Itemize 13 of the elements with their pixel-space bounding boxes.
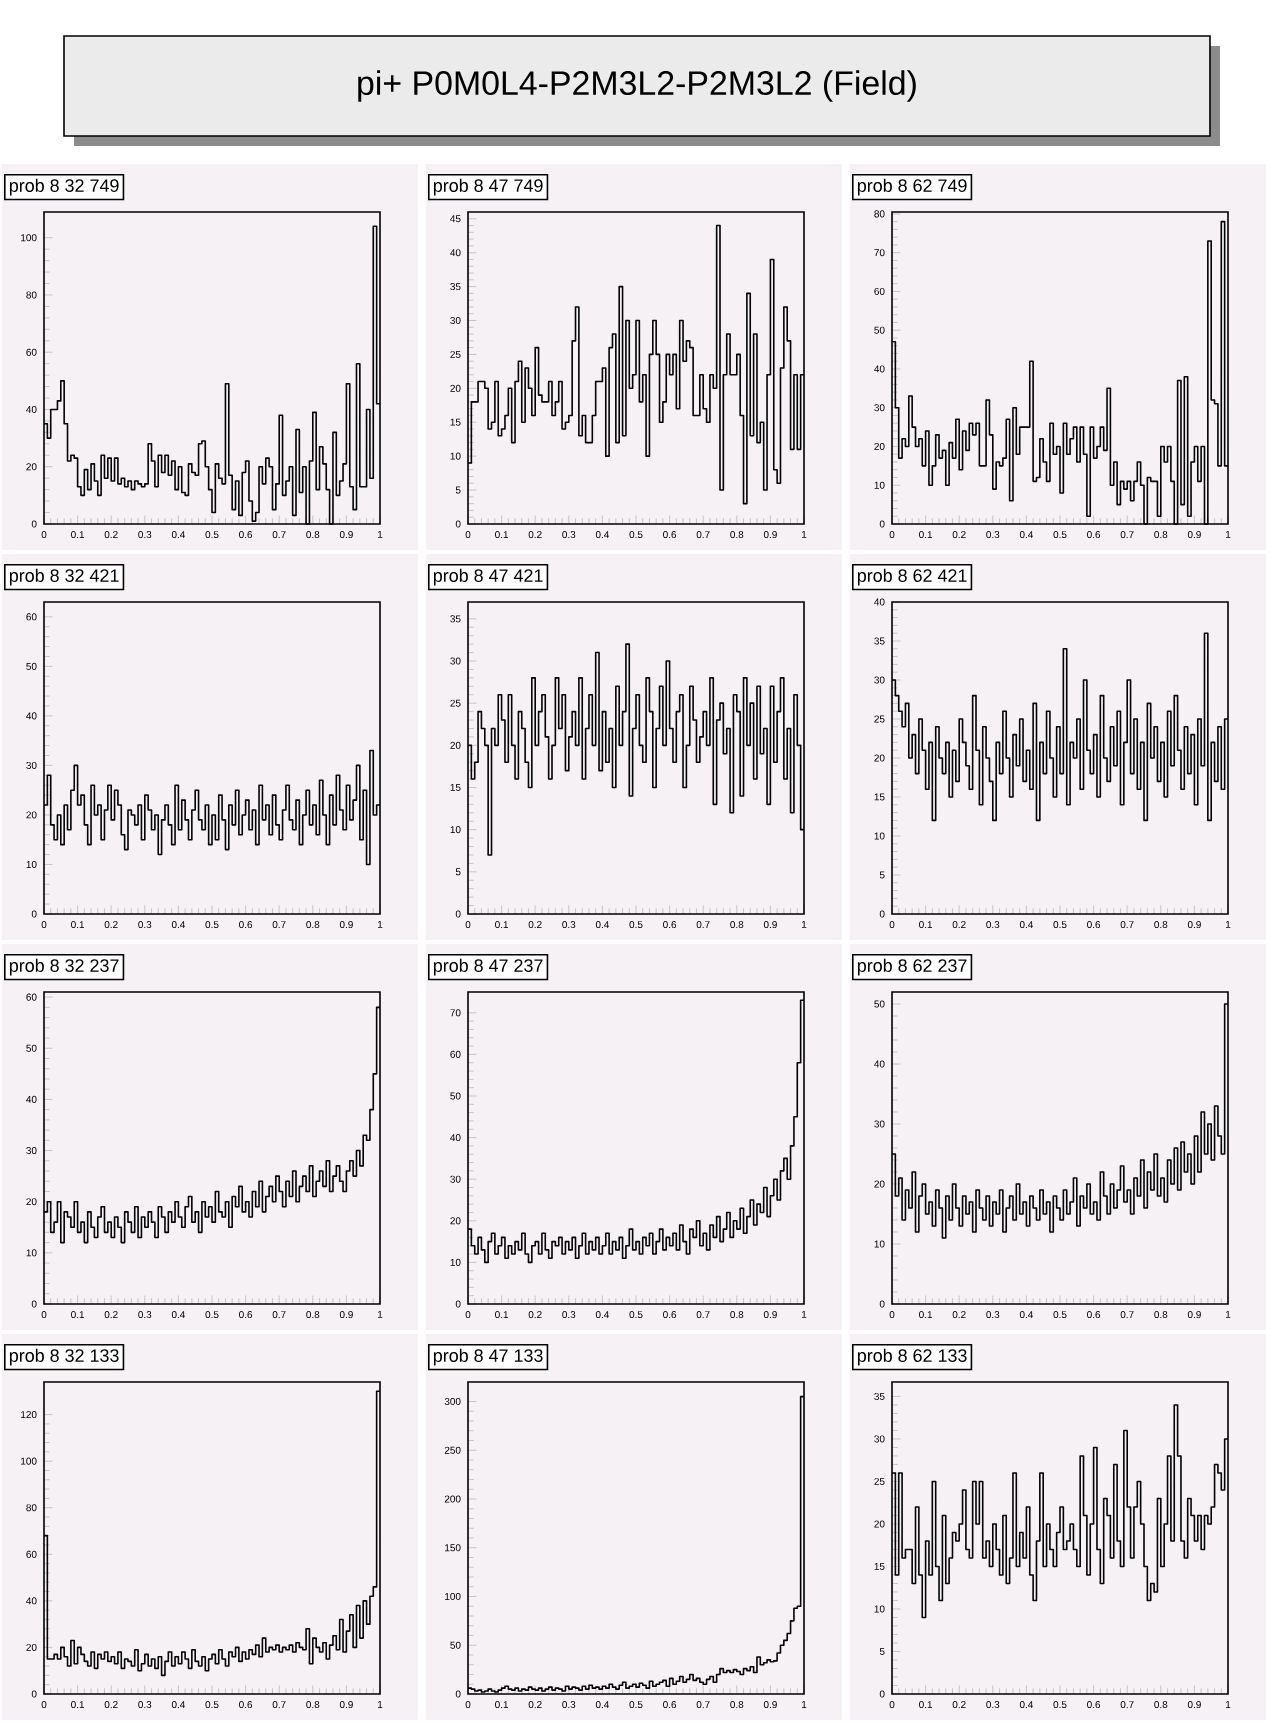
chart-title: prob 8 62 133 [857,1348,967,1366]
chart-title: prob 8 62 421 [857,568,967,586]
chart-title: prob 8 62 749 [857,178,967,196]
chart-title: prob 8 32 237 [9,958,119,976]
chart-title: prob 8 62 237 [857,958,967,976]
chart-title: prob 8 47 237 [433,958,543,976]
chart-title: prob 8 47 133 [433,1348,543,1366]
chart-title: prob 8 32 749 [9,178,119,196]
text: pi+ P0M0L4-P2M3L2-P2M3L2 (Field) [358,70,916,102]
chart-title: prob 8 32 133 [9,1348,119,1366]
chart-title: prob 8 47 749 [433,178,543,196]
chart-title: prob 8 47 421 [433,568,543,586]
chart-title: prob 8 32 421 [9,568,119,586]
